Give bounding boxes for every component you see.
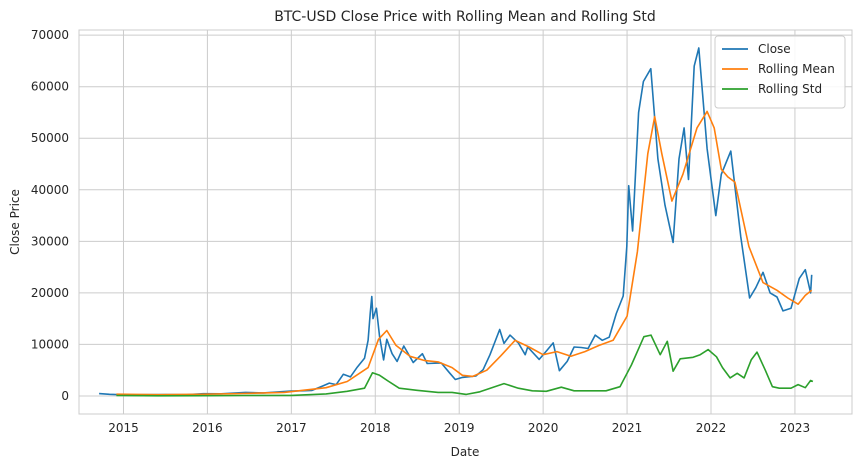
legend-label-rolling-std: Rolling Std [758,82,822,96]
legend: Close Rolling Mean Rolling Std [714,35,846,109]
series-lines [99,47,814,397]
legend-box [714,35,846,109]
y-tick-label: 40000 [31,183,69,197]
x-tick-label: 2023 [780,421,811,435]
x-tick-label: 2022 [696,421,727,435]
y-tick-label: 70000 [31,28,69,42]
y-tick-label: 0 [61,389,69,403]
x-tick-label: 2015 [108,421,139,435]
series-line-rolling-std [116,334,814,397]
x-axis-label: Date [451,445,480,459]
y-tick-label: 20000 [31,286,69,300]
legend-label-close: Close [758,42,791,56]
y-tick-label: 30000 [31,234,69,248]
y-tick-label: 10000 [31,337,69,351]
x-tick-label: 2021 [612,421,643,435]
y-tick-label: 50000 [31,131,69,145]
legend-label-rolling-mean: Rolling Mean [758,62,835,76]
y-tick-label: 60000 [31,80,69,94]
legend-items: Close Rolling Mean Rolling Std [722,42,835,96]
y-tick-labels: 0 10000 20000 30000 40000 50000 60000 70000 [31,28,69,403]
chart-title: BTC-USD Close Price with Rolling Mean an… [274,9,656,25]
x-tick-labels: 2015 2016 2017 2018 2019 2020 2021 2022 2023 [108,421,810,435]
y-axis-label: Close Price [8,189,22,255]
x-tick-label: 2019 [444,421,475,435]
series-line-rolling-mean [116,110,813,396]
x-tick-label: 2020 [528,421,559,435]
x-tick-label: 2017 [276,421,307,435]
x-tick-label: 2016 [192,421,223,435]
x-tick-label: 2018 [360,421,391,435]
